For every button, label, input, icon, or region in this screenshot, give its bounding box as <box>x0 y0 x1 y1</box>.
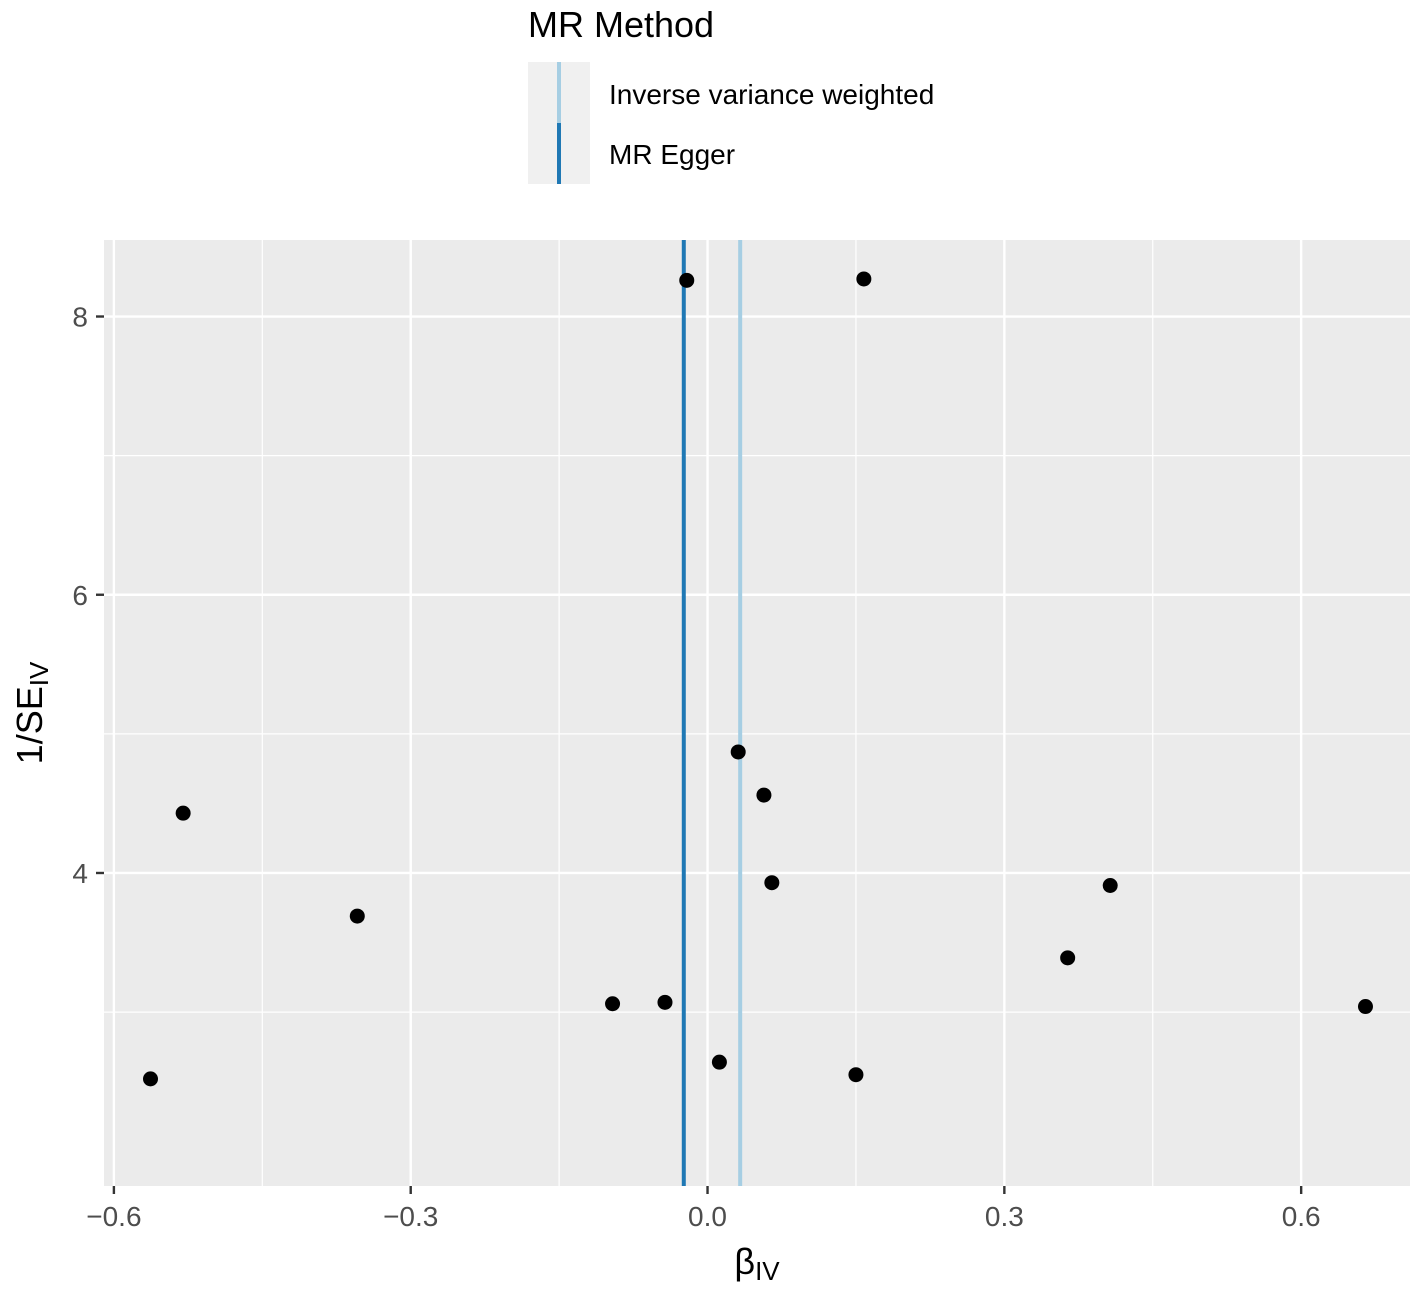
x-axis: −0.6 −0.3 0.0 0.3 0.6 <box>86 1186 1321 1232</box>
data-point <box>1060 950 1076 966</box>
data-point <box>1357 999 1373 1015</box>
legend-title: MR Method <box>528 4 714 45</box>
plot-panel <box>104 240 1410 1186</box>
data-point <box>175 805 191 821</box>
legend-label-ivw: Inverse variance weighted <box>609 79 934 110</box>
x-tick-label: 0.0 <box>688 1201 727 1232</box>
y-axis: 4 6 8 <box>72 302 104 889</box>
y-tick-label: 6 <box>72 580 88 611</box>
data-point <box>764 875 780 891</box>
x-tick-label: 0.6 <box>1282 1201 1321 1232</box>
y-axis-title-main: 1/SE <box>9 686 50 764</box>
data-point <box>679 272 695 288</box>
x-tick-label: −0.3 <box>383 1201 438 1232</box>
data-point <box>1102 878 1118 894</box>
y-axis-title-sub: IV <box>24 661 54 686</box>
x-axis-title: βIV <box>734 1241 780 1286</box>
data-point <box>143 1071 159 1087</box>
grid-major <box>104 240 1410 1186</box>
x-tick-label: −0.6 <box>86 1201 141 1232</box>
data-point <box>730 744 746 760</box>
data-points <box>143 271 1373 1087</box>
data-point <box>856 271 872 287</box>
data-point <box>711 1054 727 1070</box>
x-tick-label: 0.3 <box>985 1201 1024 1232</box>
data-point <box>657 994 673 1010</box>
grid-minor <box>104 240 1410 1186</box>
y-tick-label: 8 <box>72 302 88 333</box>
legend: MR Method Inverse variance weighted MR E… <box>528 4 934 184</box>
legend-label-egger: MR Egger <box>609 139 735 170</box>
reference-lines <box>681 240 743 1186</box>
data-point <box>848 1067 864 1083</box>
data-point <box>349 908 365 924</box>
y-axis-title: 1/SEIV <box>9 661 54 764</box>
data-point <box>605 996 621 1012</box>
x-axis-title-main: β <box>734 1241 755 1282</box>
y-tick-label: 4 <box>72 858 88 889</box>
x-axis-title-sub: IV <box>755 1256 780 1286</box>
data-point <box>756 787 772 803</box>
